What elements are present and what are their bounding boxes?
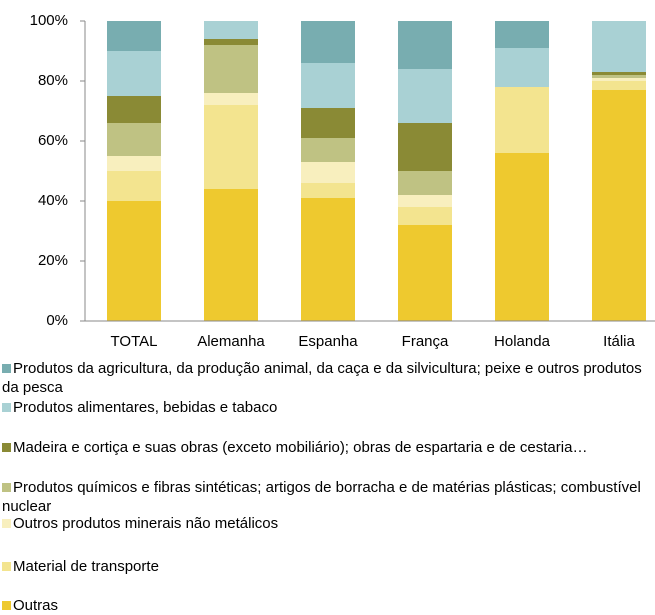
- bar-segment: [398, 171, 452, 195]
- bar-segment: [301, 21, 355, 63]
- legend-item: Produtos da agricultura, da produção ani…: [2, 359, 652, 397]
- bar-segment: [592, 21, 646, 72]
- bar-segment: [301, 63, 355, 108]
- bar-segment: [398, 195, 452, 207]
- bar-segment: [204, 93, 258, 105]
- y-tick-label: 0%: [46, 312, 68, 329]
- bar-segment: [204, 45, 258, 93]
- bar-segment: [398, 123, 452, 171]
- bar-segment: [592, 75, 646, 78]
- bar-segment: [592, 72, 646, 75]
- x-tick-label: França: [402, 333, 449, 350]
- bar-segment: [107, 51, 161, 96]
- bar-segment: [398, 207, 452, 225]
- bar-segment: [204, 39, 258, 45]
- bar-segment: [495, 48, 549, 87]
- bar-segment: [495, 87, 549, 153]
- legend-swatch: [2, 483, 11, 492]
- bar-segment: [592, 81, 646, 90]
- legend-item: Produtos alimentares, bebidas e tabaco: [2, 398, 652, 417]
- legend-swatch: [2, 562, 11, 571]
- legend-item: Material de transporte: [2, 557, 652, 576]
- legend-label: Outros produtos minerais não metálicos: [13, 515, 279, 532]
- bar-segment: [107, 201, 161, 321]
- bar-segment: [398, 225, 452, 321]
- y-tick-label: 20%: [38, 252, 68, 269]
- bar-segment: [495, 21, 549, 48]
- legend-label: Produtos da agricultura, da produção ani…: [2, 360, 642, 396]
- legend-label: Material de transporte: [13, 558, 159, 575]
- y-tick-label: 40%: [38, 192, 68, 209]
- legend-item: Madeira e cortiça e suas obras (exceto m…: [2, 438, 652, 457]
- legend-swatch: [2, 403, 11, 412]
- legend-label: Madeira e cortiça e suas obras (exceto m…: [13, 439, 588, 456]
- legend-label: Outras: [13, 597, 59, 614]
- bar-segment: [107, 123, 161, 156]
- chart: 0% 20% 40% 60% 80% 100% TOTAL Alemanha Espanha Fr…: [30, 12, 655, 350]
- legend-item: Outras: [2, 596, 652, 615]
- bar-segment: [398, 69, 452, 123]
- bar-segment: [107, 96, 161, 123]
- bar-segment: [592, 78, 646, 81]
- y-tick-label: 60%: [38, 132, 68, 149]
- bar-segment: [592, 90, 646, 321]
- legend-label: Produtos alimentares, bebidas e tabaco: [13, 399, 278, 416]
- bar-segment: [107, 156, 161, 171]
- bar-segment: [204, 105, 258, 189]
- bar-segment: [301, 108, 355, 138]
- x-tick-label: Holanda: [494, 333, 551, 350]
- legend-label: Produtos químicos e fibras sintéticas; a…: [2, 479, 641, 515]
- legend-item: Outros produtos minerais não metálicos: [2, 514, 652, 533]
- y-tick-label: 80%: [38, 72, 68, 89]
- x-tick-label: TOTAL: [111, 333, 158, 350]
- bar-segment: [107, 171, 161, 201]
- bar-segment: [301, 183, 355, 198]
- x-tick-label: Espanha: [298, 333, 358, 350]
- bar-segment: [204, 189, 258, 321]
- bar-segment: [204, 21, 258, 39]
- bar-segment: [301, 198, 355, 321]
- bar-segment: [107, 21, 161, 51]
- x-tick-label: Alemanha: [197, 333, 265, 350]
- y-tick-label: 100%: [30, 12, 68, 29]
- x-tick-label: Itália: [603, 333, 635, 350]
- bar-segment: [301, 162, 355, 183]
- legend-item: Produtos químicos e fibras sintéticas; a…: [2, 478, 652, 516]
- bar-segment: [495, 153, 549, 321]
- legend-swatch: [2, 601, 11, 610]
- bar-segment: [398, 21, 452, 69]
- legend-swatch: [2, 519, 11, 528]
- legend-swatch: [2, 364, 11, 373]
- legend-swatch: [2, 443, 11, 452]
- bar-segment: [301, 138, 355, 162]
